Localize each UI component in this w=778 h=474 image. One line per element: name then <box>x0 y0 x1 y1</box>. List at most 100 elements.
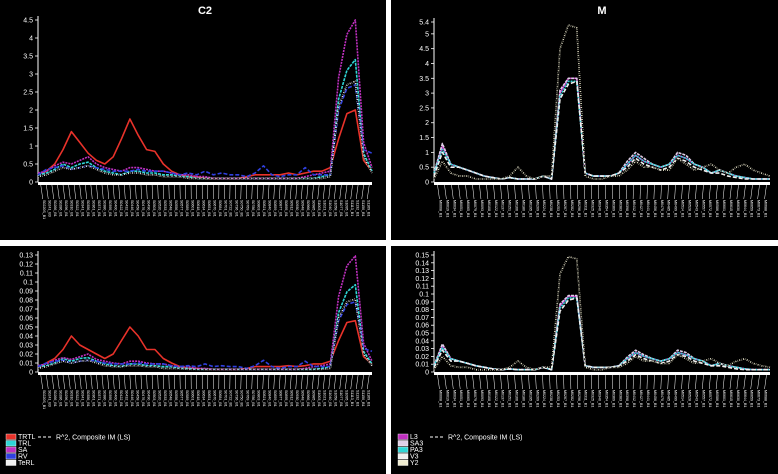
marker-label: M0383_B1 <box>618 200 622 217</box>
marker-label: M0253_B1 <box>556 390 560 407</box>
marker-line <box>722 374 725 390</box>
marker-label: M0093_B1 <box>480 200 484 217</box>
marker-label: S0286_B1 <box>58 200 62 217</box>
marker-line <box>68 374 71 390</box>
marker-label: S0341_B1 <box>80 200 84 217</box>
marker-label: M0282_B1 <box>570 200 574 217</box>
marker-label: M0296_B1 <box>577 200 581 217</box>
legend-entry: TeRL <box>18 460 34 467</box>
marker-label: S0371_B1 <box>97 390 101 407</box>
marker-label: S0577_B1 <box>179 390 183 407</box>
marker-label: S0618_B1 <box>196 390 200 407</box>
marker-line <box>73 374 76 390</box>
marker-label: M0137_B1 <box>501 200 505 217</box>
marker-line <box>46 184 49 200</box>
marker-label: M0340_B1 <box>598 200 602 217</box>
marker-line <box>135 374 137 390</box>
marker-label: S0722_B1 <box>229 390 233 407</box>
y-tick-label: 0.12 <box>19 262 33 269</box>
marker-line <box>667 184 669 200</box>
marker-label: S0859_B1 <box>273 390 277 407</box>
legend-entry: Y2 <box>410 460 419 467</box>
marker-label: S0577_B1 <box>179 200 183 217</box>
marker-label: M0008_B1 <box>439 200 443 217</box>
marker-line <box>361 374 364 390</box>
y-tick-label: 0.14 <box>415 260 429 267</box>
panel-background <box>391 0 778 240</box>
marker-line <box>323 184 325 200</box>
marker-label: M0601_B1 <box>722 200 726 217</box>
marker-label: S0241_B3 <box>47 200 51 217</box>
marker-label: S1077_B1 <box>339 390 343 407</box>
marker-label: S0548_B1 <box>168 390 172 407</box>
marker-line <box>112 184 115 200</box>
marker-line <box>268 184 270 200</box>
marker-line <box>350 184 353 200</box>
y-tick-label: 0.08 <box>19 298 33 305</box>
y-tick-label: 3 <box>425 91 429 98</box>
marker-label: S0380_B1 <box>102 200 106 217</box>
y-tick-label: 4.5 <box>23 18 33 25</box>
marker-label: S0877_B1 <box>278 390 282 407</box>
marker-line <box>273 184 275 200</box>
marker-line <box>660 184 662 200</box>
marker-line <box>62 184 65 200</box>
marker-line <box>257 374 259 390</box>
marker-label: S0895_B1 <box>284 390 288 407</box>
marker-label: S0310_B1 <box>69 390 73 407</box>
marker-label: M0427_B1 <box>639 390 643 407</box>
y-tick-label: 0.11 <box>416 284 429 291</box>
marker-line <box>479 184 482 200</box>
marker-label: S0458_B1 <box>135 200 139 217</box>
series-line-TRTL <box>37 109 373 180</box>
marker-label: S1003_B1 <box>317 200 321 217</box>
y-tick-label: 3.5 <box>419 76 429 83</box>
marker-label: S0651_B1 <box>207 200 211 217</box>
marker-label: M0514_B1 <box>681 390 685 407</box>
marker-line <box>507 184 509 200</box>
marker-line <box>465 184 468 200</box>
marker-line <box>268 374 270 390</box>
marker-label: M0412_B1 <box>632 390 636 407</box>
marker-label: M0543_B1 <box>694 390 698 407</box>
chart-title: C2 <box>198 5 212 17</box>
marker-label: M0195_B1 <box>528 200 532 217</box>
marker-label: M0051_B1 <box>459 200 463 217</box>
marker-label: S0589_B1 <box>185 390 189 407</box>
x-axis <box>38 182 372 185</box>
marker-line <box>85 184 87 200</box>
marker-label: M0412_B1 <box>632 200 636 217</box>
marker-line <box>757 184 760 200</box>
marker-line <box>90 184 93 200</box>
marker-line <box>667 374 669 390</box>
marker-label: S1132_B1 <box>355 390 359 407</box>
marker-label: S0361_B1 <box>91 200 95 217</box>
marker-line <box>729 184 732 200</box>
marker-line <box>151 374 153 390</box>
legend-swatch <box>5 446 17 453</box>
series-line-TeRL <box>37 80 373 180</box>
marker-label: M0557_B1 <box>701 390 705 407</box>
marker-label: S0618_B1 <box>196 200 200 217</box>
marker-line <box>688 184 690 200</box>
marker-line <box>465 374 468 390</box>
marker-line <box>96 184 98 200</box>
marker-line <box>367 184 370 200</box>
marker-line <box>514 374 516 390</box>
marker-label: S0948_B1 <box>300 390 304 407</box>
marker-label: S0601_B1 <box>190 390 194 407</box>
marker-label: S0786_B1 <box>251 200 255 217</box>
marker-label: S0684_B1 <box>218 200 222 217</box>
y-tick-label: 5.4 <box>419 20 429 27</box>
marker-label: M0122_B1 <box>494 390 498 407</box>
y-tick-label: 3.5 <box>23 54 33 61</box>
marker-label: M0688_B1 <box>764 200 768 217</box>
marker-line <box>535 374 537 390</box>
marker-line <box>736 374 739 390</box>
marker-label: S0803_B1 <box>256 200 260 217</box>
marker-label: S0930_B1 <box>295 200 299 217</box>
marker-line <box>444 374 447 390</box>
marker-label: S0503_B1 <box>152 390 156 407</box>
marker-label: S0322_B1 <box>75 200 79 217</box>
marker-label: S1095_B1 <box>344 390 348 407</box>
